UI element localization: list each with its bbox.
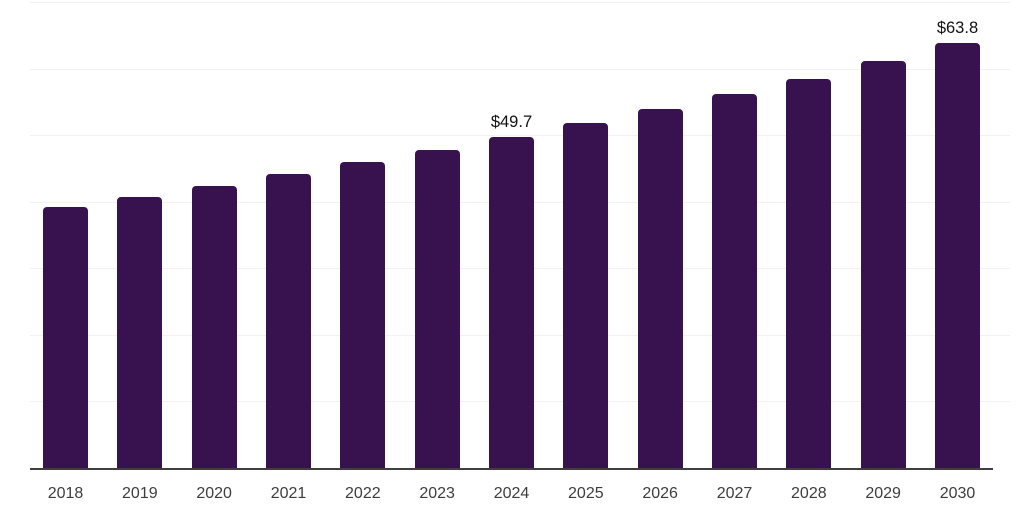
x-tick-label-2024: 2024 (493, 485, 530, 502)
bar-2018 (43, 207, 88, 468)
bar-2026 (637, 108, 683, 468)
bar-2020 (191, 185, 237, 468)
x-axis-line (30, 468, 993, 470)
bar-2028 (786, 78, 832, 468)
bar-2029 (860, 60, 906, 468)
x-tick-label-2029: 2029 (865, 485, 901, 502)
x-tick-label-2021: 2021 (270, 485, 307, 502)
bar-2027 (711, 93, 757, 468)
x-tick-label-2022: 2022 (345, 485, 381, 502)
bar-2023 (414, 150, 460, 468)
x-tick-label-2025: 2025 (568, 485, 604, 502)
bar-2025 (563, 123, 609, 468)
x-tick-label-2030: 2030 (939, 485, 976, 502)
x-tick-label-2023: 2023 (419, 485, 455, 502)
x-tick-label-2019: 2019 (122, 485, 158, 502)
x-tick-label-2028: 2028 (791, 485, 827, 502)
bar-2021 (265, 173, 311, 468)
bar-value-label-2030: $63.8 (936, 19, 979, 38)
x-tick-label-2020: 2020 (196, 485, 232, 502)
bar-value-label-2024: $49.7 (490, 113, 533, 132)
gridline (30, 68, 1010, 70)
bar-2024 (488, 137, 534, 468)
gridline (30, 2, 1010, 3)
x-tick-label-2018: 2018 (47, 485, 84, 502)
gridline (30, 135, 1010, 137)
bar-2030 (934, 43, 980, 468)
bar-2019 (117, 197, 163, 468)
x-tick-label-2027: 2027 (716, 485, 753, 502)
x-tick-label-2026: 2026 (642, 485, 678, 502)
bar-2022 (340, 162, 386, 468)
